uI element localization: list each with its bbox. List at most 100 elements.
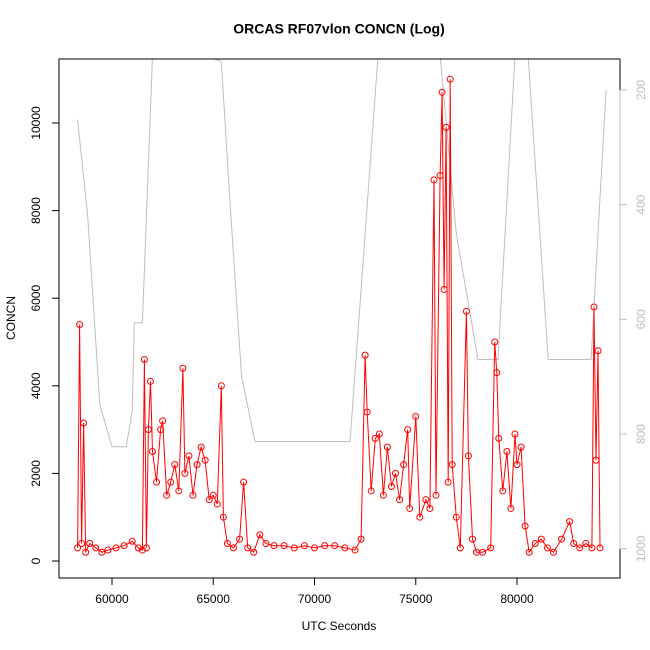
data-point xyxy=(446,75,454,83)
data-point xyxy=(422,496,430,504)
data-point xyxy=(357,535,365,543)
data-point xyxy=(456,544,464,552)
chart-title: ORCAS RF07vlon CONCN (Log) xyxy=(233,21,445,37)
data-point xyxy=(140,356,148,364)
y2-tick-label: 800 xyxy=(634,424,648,444)
data-point xyxy=(112,544,120,552)
data-point xyxy=(452,513,460,521)
data-point xyxy=(549,548,557,556)
data-point xyxy=(487,544,495,552)
data-point xyxy=(236,535,244,543)
data-point xyxy=(300,542,308,550)
data-point xyxy=(219,513,227,521)
data-point xyxy=(256,531,264,539)
data-point xyxy=(499,487,507,495)
y-tick-label: 2000 xyxy=(29,460,43,487)
data-point xyxy=(341,544,349,552)
data-point xyxy=(179,364,187,372)
data-point xyxy=(367,487,375,495)
data-point xyxy=(185,452,193,460)
data-point xyxy=(513,461,521,469)
data-point xyxy=(205,496,213,504)
data-point xyxy=(153,478,161,486)
data-point xyxy=(495,434,503,442)
data-point xyxy=(171,461,179,469)
data-point xyxy=(98,548,106,556)
data-point xyxy=(511,430,519,438)
data-point xyxy=(175,487,183,495)
data-point xyxy=(479,548,487,556)
data-point xyxy=(537,535,545,543)
x-tick-label: 60000 xyxy=(95,592,129,606)
data-point xyxy=(558,535,566,543)
data-point xyxy=(148,448,156,456)
data-point xyxy=(229,544,237,552)
y-tick-label: 4000 xyxy=(29,372,43,399)
data-point xyxy=(412,412,420,420)
y-tick-label: 10000 xyxy=(29,106,43,140)
data-point xyxy=(363,408,371,416)
x-axis-label: UTC Seconds xyxy=(302,619,377,633)
data-point xyxy=(582,539,590,547)
data-point xyxy=(566,518,574,526)
data-point xyxy=(400,461,408,469)
data-point xyxy=(430,176,438,184)
data-point xyxy=(134,544,142,552)
data-point xyxy=(280,542,288,550)
data-point xyxy=(128,537,136,545)
series-line xyxy=(77,79,601,554)
data-point xyxy=(82,548,90,556)
data-point xyxy=(86,539,94,547)
data-point xyxy=(371,434,379,442)
data-point xyxy=(138,546,146,554)
data-point xyxy=(507,504,515,512)
y2-tick-label: 600 xyxy=(634,309,648,329)
data-point xyxy=(262,539,270,547)
data-point xyxy=(517,443,525,451)
data-point xyxy=(594,347,602,355)
data-point xyxy=(448,461,456,469)
data-point xyxy=(331,542,339,550)
data-point xyxy=(596,544,604,552)
data-point xyxy=(321,542,329,550)
data-point xyxy=(189,491,197,499)
data-point xyxy=(383,443,391,451)
data-point xyxy=(576,544,584,552)
data-point xyxy=(193,461,201,469)
data-point xyxy=(416,513,424,521)
data-point xyxy=(92,544,100,552)
data-point xyxy=(311,544,319,552)
y-tick-label: 0 xyxy=(29,557,43,564)
plot-area xyxy=(74,59,607,556)
data-point xyxy=(167,478,175,486)
data-point xyxy=(543,544,551,552)
data-point xyxy=(78,539,86,547)
data-point xyxy=(404,426,412,434)
data-point xyxy=(223,539,231,547)
data-point xyxy=(157,426,165,434)
y-tick-label: 8000 xyxy=(29,197,43,224)
y-tick-label: 6000 xyxy=(29,285,43,312)
data-point xyxy=(244,544,252,552)
x-tick-label: 65000 xyxy=(197,592,231,606)
y2-tick-label: 1000 xyxy=(634,535,648,562)
x-tick-label: 70000 xyxy=(298,592,332,606)
data-point xyxy=(146,377,154,385)
data-point xyxy=(392,469,400,477)
data-point xyxy=(432,491,440,499)
data-point xyxy=(387,483,395,491)
data-point xyxy=(240,478,248,486)
data-point xyxy=(442,123,450,131)
y2-tick-label: 400 xyxy=(634,194,648,214)
data-point xyxy=(426,504,434,512)
data-point xyxy=(588,544,596,552)
data-point xyxy=(144,426,152,434)
data-point xyxy=(250,548,258,556)
data-point xyxy=(361,351,369,359)
data-point xyxy=(217,382,225,390)
y2-tick-label: 200 xyxy=(634,80,648,100)
data-point xyxy=(120,542,128,550)
data-point xyxy=(213,500,221,508)
data-point xyxy=(197,443,205,451)
data-point xyxy=(592,456,600,464)
